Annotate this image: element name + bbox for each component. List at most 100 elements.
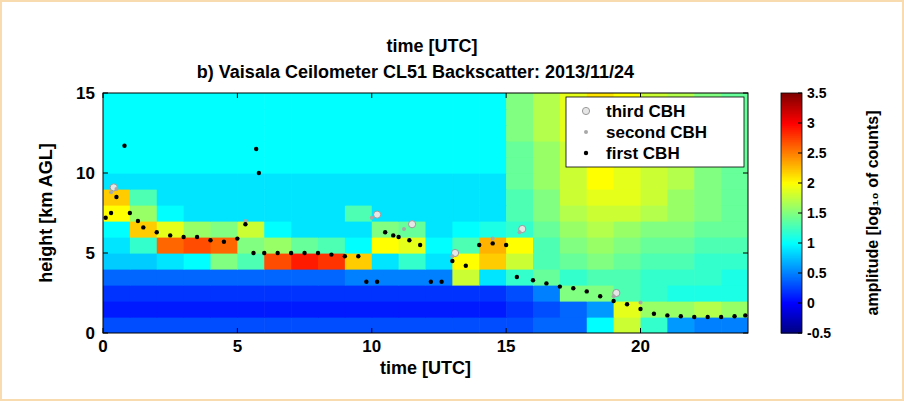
heatmap-cell [587, 317, 614, 333]
y-tick [743, 93, 748, 94]
cbh-point [257, 171, 261, 175]
heatmap-cell [533, 221, 560, 238]
cbh-point [302, 251, 306, 255]
y-tick [743, 253, 748, 254]
heatmap-cell [452, 221, 479, 238]
heatmap-cell [506, 93, 533, 110]
heatmap-cell [157, 317, 184, 333]
heatmap-cell [694, 189, 721, 206]
heatmap-cell [291, 141, 318, 158]
heatmap-cell [399, 301, 426, 318]
heatmap-cell [560, 189, 587, 206]
heatmap-cell [237, 317, 264, 333]
x-tick [640, 328, 641, 333]
y-axis-title: height [km AGL] [36, 143, 56, 282]
colorbar-tick [798, 93, 802, 94]
heatmap-cell [560, 253, 587, 270]
plot-frame [103, 93, 748, 333]
cbh-point [374, 211, 381, 218]
heatmap-cell [345, 189, 372, 206]
heatmap-cell [291, 125, 318, 142]
heatmap-cell [372, 157, 399, 174]
heatmap-cell [237, 189, 264, 206]
heatmap-cell [211, 93, 238, 110]
heatmap-cell [372, 109, 399, 126]
heatmap-cell [560, 173, 587, 190]
cbh-point [396, 235, 400, 239]
heatmap-cell [157, 109, 184, 126]
heatmap-cell [237, 93, 264, 110]
heatmap-cell [103, 109, 130, 126]
heatmap-cell [211, 269, 238, 286]
heatmap-cell [399, 93, 426, 110]
heatmap-cell [721, 317, 748, 333]
heatmap-cell [587, 221, 614, 238]
heatmap-cell [721, 269, 748, 286]
heatmap-cell [291, 269, 318, 286]
heatmap-cell [560, 285, 587, 302]
cbh-point [450, 259, 454, 263]
heatmap-cell [103, 189, 130, 206]
heatmap-cell [157, 237, 184, 254]
legend-label: first CBH [606, 144, 680, 163]
colorbar-tick-label: 3 [807, 115, 815, 131]
heatmap-cell [264, 93, 291, 110]
heatmap-cell [211, 205, 238, 222]
heatmap-cell [452, 269, 479, 286]
cbh-point [418, 243, 422, 247]
chart: 05101520051015time [UTC]height [km AGL]t… [0, 0, 904, 401]
heatmap-cell [452, 189, 479, 206]
heatmap-cell [291, 157, 318, 174]
heatmap-cell [399, 125, 426, 142]
heatmap-cell [130, 269, 157, 286]
colorbar-tick [798, 153, 802, 154]
heatmap-cell [291, 205, 318, 222]
heatmap-cell [506, 237, 533, 254]
heatmap-cell [587, 237, 614, 254]
heatmap-cell [506, 173, 533, 190]
colorbar: -0.500.511.522.533.5amplitude [log₁₀ of … [781, 85, 881, 341]
colorbar-tick [798, 243, 802, 244]
heatmap-cell [399, 237, 426, 254]
cbh-point [222, 240, 226, 244]
cbh-point [155, 230, 159, 234]
heatmap-cell [130, 317, 157, 333]
heatmap-cell [479, 317, 506, 333]
heatmap-cell [211, 301, 238, 318]
cbh-point [141, 225, 145, 229]
heatmap-cell [345, 301, 372, 318]
heatmap-cell [641, 173, 668, 190]
heatmap-cell [264, 109, 291, 126]
x-tick [371, 328, 372, 333]
heatmap-cell [103, 157, 130, 174]
heatmap-cell [237, 269, 264, 286]
legend-box [566, 97, 744, 167]
cbh-point [375, 280, 379, 284]
heatmap-cell [587, 285, 614, 302]
heatmap-cell [426, 237, 453, 254]
y-tick [103, 253, 108, 254]
cbh-point [122, 144, 126, 148]
heatmap-cell [211, 189, 238, 206]
heatmap-cell [533, 317, 560, 333]
heatmap-cell [157, 285, 184, 302]
cbh-point [103, 216, 107, 220]
heatmap-cell [694, 221, 721, 238]
heatmap-cell [318, 189, 345, 206]
heatmap-cell [184, 317, 211, 333]
heatmap-cell [318, 157, 345, 174]
heatmap-cell [721, 237, 748, 254]
cbh-point [275, 251, 279, 255]
heatmap-cell [184, 189, 211, 206]
heatmap-cell [614, 205, 641, 222]
heatmap-cell [264, 205, 291, 222]
heatmap-cell [184, 157, 211, 174]
heatmap-cell [614, 301, 641, 318]
x-tick [506, 93, 507, 98]
heatmap-cell [130, 285, 157, 302]
heatmap-cell [506, 189, 533, 206]
cbh-series [109, 187, 642, 305]
heatmap-cell [506, 317, 533, 333]
top-axis-label: time [UTC] [387, 36, 478, 56]
x-tick [103, 328, 104, 333]
